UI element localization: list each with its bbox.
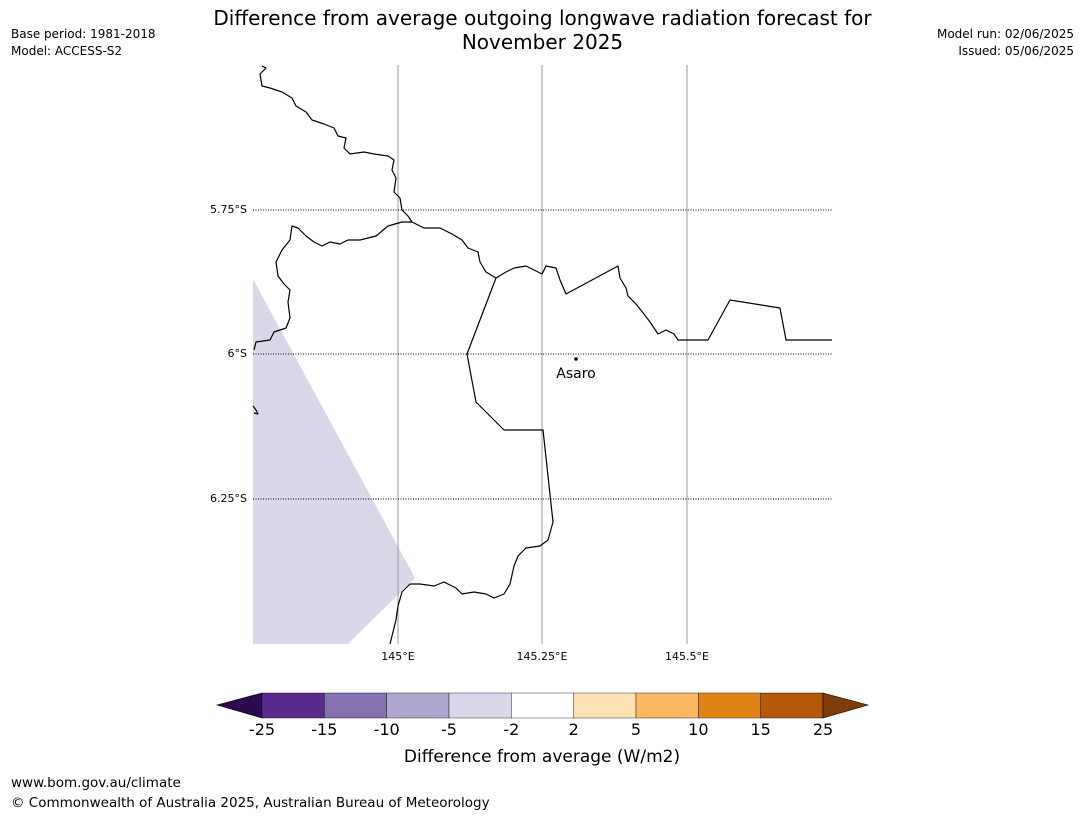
title-line-1: Difference from average outgoing longwav… bbox=[213, 6, 872, 30]
colorbar-segment bbox=[698, 692, 761, 719]
boundary-fragment bbox=[252, 405, 259, 415]
issued-text: Issued: 05/06/2025 bbox=[958, 44, 1074, 58]
colorbar-tick-label: 2 bbox=[569, 720, 579, 739]
meta-right: Model run: 02/06/2025 Issued: 05/06/2025 bbox=[937, 26, 1074, 60]
colorbar: -25 -15 -10 -5 -2 2 5 10 15 25 Difference from av… bbox=[215, 692, 870, 767]
colorbar-tick-label: 10 bbox=[688, 720, 708, 739]
map-panel: Asaro 5.75°S 6°S 6.25°S 145°E 145.25°E 1… bbox=[210, 65, 832, 663]
colorbar-tick-label: 25 bbox=[813, 720, 833, 739]
lat-label-6s: 6°S bbox=[228, 347, 247, 360]
boundary-line-west bbox=[253, 221, 412, 351]
model-text: Model: ACCESS-S2 bbox=[11, 44, 123, 58]
colorbar-tick-label: -15 bbox=[311, 720, 337, 739]
boundary-line-north bbox=[259, 65, 413, 223]
boundary-line-north-central bbox=[411, 221, 832, 341]
colorbar-segment bbox=[386, 692, 450, 719]
lat-label-6-25s: 6.25°S bbox=[210, 492, 247, 505]
colorbar-label: Difference from average (W/m2) bbox=[404, 747, 680, 767]
lon-label-145e: 145°E bbox=[381, 650, 414, 663]
colorbar-segment bbox=[511, 692, 574, 719]
colorbar-tick-label: 5 bbox=[631, 720, 641, 739]
model-run-text: Model run: 02/06/2025 bbox=[936, 27, 1074, 41]
place-label-asaro: Asaro bbox=[556, 366, 595, 382]
colorbar-segment bbox=[324, 692, 387, 719]
meta-left: Base period: 1981-2018 Model: ACCESS-S2 bbox=[11, 26, 156, 60]
lon-label-145-5e: 145.5°E bbox=[665, 650, 709, 663]
title-line-2: November 2025 bbox=[461, 30, 624, 54]
footer-copyright: © Commonwealth of Australia 2025, Austra… bbox=[11, 795, 490, 811]
colorbar-segment bbox=[760, 692, 824, 719]
base-period-text: Base period: 1981-2018 bbox=[11, 27, 156, 41]
colorbar-segments bbox=[261, 692, 824, 719]
anomaly-shading bbox=[253, 279, 415, 644]
colorbar-tick-label: 15 bbox=[750, 720, 770, 739]
footer-url[interactable]: www.bom.gov.au/climate bbox=[11, 775, 181, 791]
colorbar-tick-label: -2 bbox=[503, 720, 519, 739]
boundary-line-inner bbox=[389, 277, 554, 645]
colorbar-segment bbox=[261, 692, 325, 719]
place-marker-asaro bbox=[574, 357, 578, 361]
colorbar-tick-label: -25 bbox=[249, 720, 275, 739]
colorbar-segment bbox=[573, 692, 637, 719]
colorbar-over-arrow bbox=[822, 692, 870, 719]
colorbar-ticks: -25 -15 -10 -5 -2 2 5 10 15 25 bbox=[249, 720, 833, 739]
map-title: Difference from average outgoing longwav… bbox=[0, 6, 1085, 54]
colorbar-tick-label: -10 bbox=[374, 720, 400, 739]
colorbar-under-arrow bbox=[215, 692, 263, 719]
colorbar-tick-label: -5 bbox=[441, 720, 457, 739]
colorbar-segment bbox=[448, 692, 512, 719]
colorbar-segment bbox=[635, 692, 699, 719]
lat-label-5-75s: 5.75°S bbox=[210, 203, 247, 216]
lon-label-145-25e: 145.25°E bbox=[517, 650, 568, 663]
